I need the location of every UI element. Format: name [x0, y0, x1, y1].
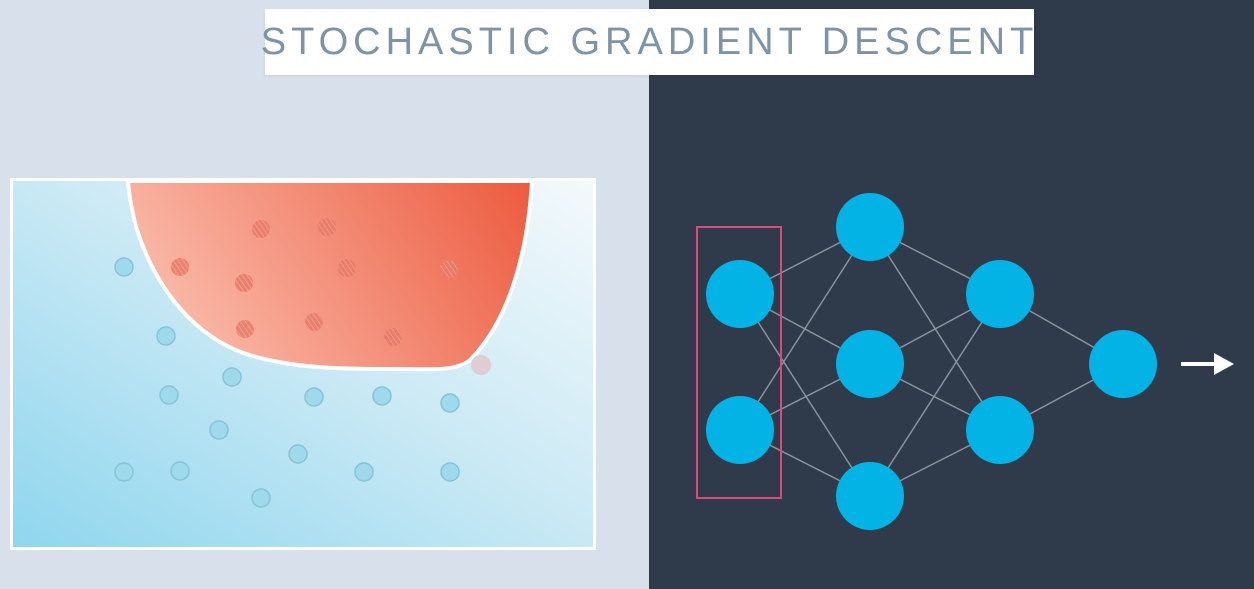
- hidden-node: [836, 462, 904, 530]
- right-arrow-icon: [1181, 353, 1234, 375]
- red-point: [236, 320, 254, 338]
- edge: [869, 293, 1001, 497]
- hidden-node: [836, 193, 904, 261]
- red-point: [338, 259, 356, 277]
- red-point: [171, 258, 189, 276]
- hidden-node: [836, 330, 904, 398]
- blue-points: [114, 257, 460, 508]
- blue-point: [440, 393, 460, 413]
- red-point: [252, 220, 270, 238]
- input-node: [706, 396, 774, 464]
- blue-point: [251, 488, 271, 508]
- red-point: [305, 313, 323, 331]
- blue-point: [440, 462, 460, 482]
- blue-point: [354, 462, 374, 482]
- blue-point: [114, 257, 134, 277]
- blue-point: [114, 462, 134, 482]
- red-region: [125, 179, 535, 372]
- input-node: [706, 260, 774, 328]
- network-nodes: [706, 193, 1157, 530]
- hidden-node: [966, 260, 1034, 328]
- classification-plot: [10, 178, 596, 550]
- edge: [739, 226, 871, 431]
- neural-network: [696, 193, 1234, 530]
- red-point: [440, 260, 458, 278]
- blue-point: [159, 385, 179, 405]
- page-title: STOCHASTIC GRADIENT DESCENT: [260, 20, 1039, 63]
- red-point: [318, 218, 336, 236]
- blue-point: [156, 326, 176, 346]
- title-banner: STOCHASTIC GRADIENT DESCENT: [261, 9, 1034, 75]
- red-point: [235, 274, 253, 292]
- edge: [739, 293, 871, 497]
- network-edges: [739, 226, 1124, 497]
- blue-point: [372, 386, 392, 406]
- red-points: [171, 218, 491, 375]
- hidden-node: [966, 396, 1034, 464]
- blue-point: [222, 367, 242, 387]
- red-point: [471, 355, 491, 375]
- output-node: [1089, 330, 1157, 398]
- blue-point: [209, 420, 229, 440]
- red-point: [384, 328, 402, 346]
- blue-point: [170, 461, 190, 481]
- blue-point: [304, 387, 324, 407]
- blue-point: [288, 444, 308, 464]
- input-layer-highlight-box: [696, 226, 782, 499]
